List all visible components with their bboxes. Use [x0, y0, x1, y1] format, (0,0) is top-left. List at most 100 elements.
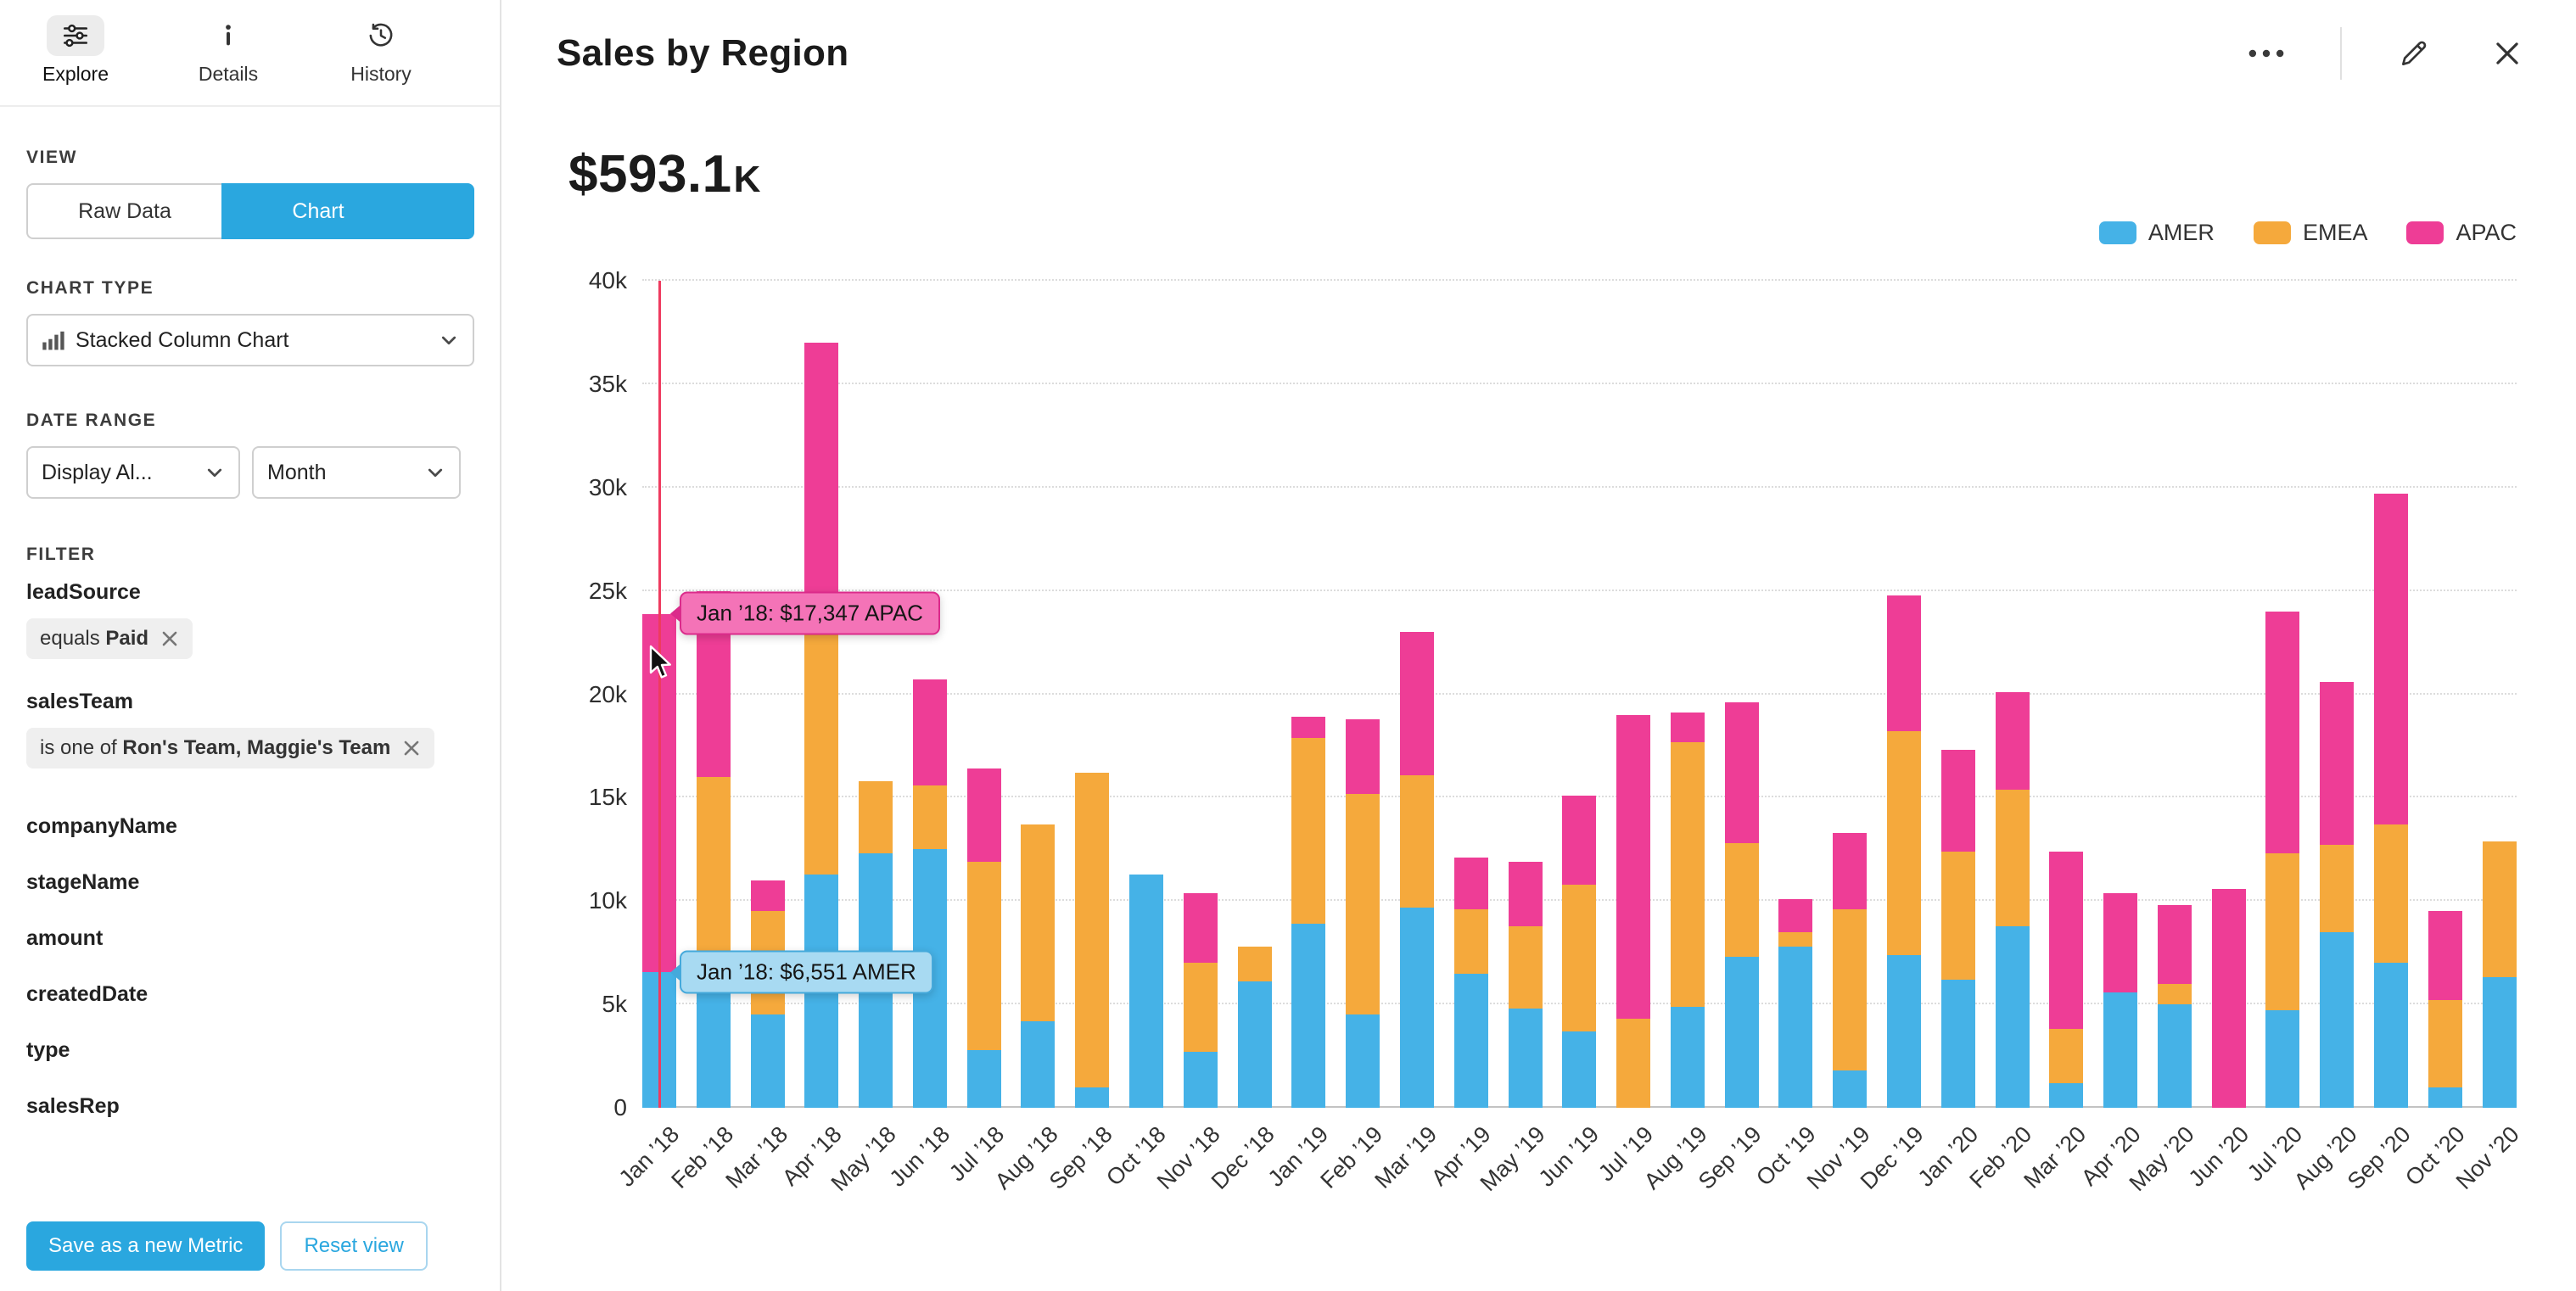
bar-segment-apac[interactable]	[1562, 795, 1597, 885]
reset-view-button[interactable]: Reset view	[280, 1221, 428, 1271]
bar-feb-20[interactable]: Feb ’20	[1965, 281, 2037, 1193]
bar-segment-emea[interactable]	[966, 861, 1001, 1050]
bar-segment-amer[interactable]	[966, 1049, 1001, 1108]
bar-segment-amer[interactable]	[2482, 977, 2517, 1108]
bar-segment-amer[interactable]	[1075, 1087, 1110, 1108]
bar-segment-emea[interactable]	[1778, 931, 1813, 947]
bar-jan-19[interactable]: Jan ’19	[1263, 281, 1334, 1192]
bar-segment-apac[interactable]	[2157, 905, 2192, 984]
bar-segment-amer[interactable]	[1940, 979, 1975, 1108]
bar-segment-apac[interactable]	[2049, 851, 2084, 1030]
bar-aug-20[interactable]: Aug ’20	[2288, 281, 2361, 1194]
bar-segment-emea[interactable]	[1886, 731, 1921, 955]
bar-segment-emea[interactable]	[2320, 845, 2355, 932]
bar-segment-apac[interactable]	[2428, 911, 2462, 1001]
bar-segment-amer[interactable]	[1399, 907, 1434, 1108]
bar-segment-emea[interactable]	[2428, 1000, 2462, 1087]
bar-segment-apac[interactable]	[1508, 861, 1543, 926]
bar-segment-amer[interactable]	[1129, 874, 1164, 1108]
bar-segment-emea[interactable]	[2265, 853, 2300, 1011]
bar-segment-emea[interactable]	[1616, 1019, 1651, 1108]
bar-segment-emea[interactable]	[1453, 909, 1488, 974]
bar-segment-amer[interactable]	[1021, 1020, 1056, 1108]
bar-segment-emea[interactable]	[1724, 843, 1759, 958]
bar-segment-apac[interactable]	[1724, 702, 1759, 843]
bar-nov-18[interactable]: Nov ’18	[1152, 281, 1225, 1194]
bar-sep-19[interactable]: Sep ’19	[1694, 281, 1767, 1194]
close-button[interactable]	[2486, 32, 2528, 75]
remove-filter-icon[interactable]	[402, 739, 421, 757]
bar-segment-emea[interactable]	[2374, 824, 2408, 964]
bar-segment-apac[interactable]	[2320, 681, 2355, 846]
bar-segment-apac[interactable]	[1616, 714, 1651, 1020]
bar-may-20[interactable]: May ’20	[2125, 281, 2199, 1196]
bar-segment-amer[interactable]	[1183, 1052, 1218, 1108]
bar-segment-amer[interactable]	[1724, 957, 1759, 1108]
chart-button[interactable]: Chart	[221, 183, 474, 239]
bar-segment-amer[interactable]	[2157, 1004, 2192, 1108]
bar-segment-amer[interactable]	[1995, 925, 2030, 1108]
bar-sep-20[interactable]: Sep ’20	[2343, 281, 2416, 1194]
bar-segment-apac[interactable]	[912, 679, 947, 785]
bar-segment-apac[interactable]	[1453, 858, 1488, 909]
bar-segment-emea[interactable]	[1075, 773, 1110, 1087]
bar-mar-20[interactable]: Mar ’20	[2019, 281, 2092, 1193]
bar-segment-emea[interactable]	[859, 780, 893, 854]
bar-segment-amer[interactable]	[1291, 924, 1326, 1108]
bar-segment-emea[interactable]	[1508, 925, 1543, 1009]
date-display-dropdown[interactable]: Display Al...	[26, 446, 240, 499]
bar-segment-apac[interactable]	[1778, 898, 1813, 932]
bar-jul-19[interactable]: Jul ’19	[1593, 281, 1658, 1186]
bar-segment-amer[interactable]	[1346, 1014, 1380, 1108]
bar-segment-apac[interactable]	[1833, 832, 1868, 909]
field-salesrep[interactable]: salesRep	[26, 1094, 120, 1118]
filter-chip-salesteam[interactable]: is one of Ron's Team, Maggie's Team	[26, 728, 435, 768]
tab-explore[interactable]: Explore	[29, 15, 122, 86]
bar-segment-apac[interactable]	[2265, 612, 2300, 854]
bar-jun-20[interactable]: Jun ’20	[2183, 281, 2254, 1192]
bar-jul-20[interactable]: Jul ’20	[2243, 281, 2308, 1186]
bar-segment-emea[interactable]	[1346, 793, 1380, 1015]
legend-item-apac[interactable]: APAC	[2406, 220, 2517, 246]
bar-segment-amer[interactable]	[1453, 973, 1488, 1108]
remove-filter-icon[interactable]	[160, 629, 179, 648]
date-granularity-dropdown[interactable]: Month	[252, 446, 461, 499]
bar-segment-apac[interactable]	[1346, 718, 1380, 794]
more-options-button[interactable]	[2243, 42, 2289, 64]
bar-segment-emea[interactable]	[1183, 963, 1218, 1053]
bar-apr-20[interactable]: Apr ’20	[2076, 281, 2145, 1191]
bar-oct-18[interactable]: Oct ’18	[1102, 281, 1171, 1191]
bar-segment-emea[interactable]	[1833, 909, 1868, 1071]
bar-feb-19[interactable]: Feb ’19	[1315, 281, 1387, 1193]
bar-segment-amer[interactable]	[1886, 954, 1921, 1108]
bar-segment-emea[interactable]	[1021, 824, 1056, 1021]
bar-segment-amer[interactable]	[2103, 992, 2138, 1108]
field-amount[interactable]: amount	[26, 926, 104, 950]
bar-segment-apac[interactable]	[2374, 494, 2408, 825]
bar-segment-emea[interactable]	[1562, 884, 1597, 1031]
bar-segment-apac[interactable]	[1399, 632, 1434, 775]
bar-sep-18[interactable]: Sep ’18	[1044, 281, 1117, 1194]
raw-data-button[interactable]: Raw Data	[26, 183, 221, 239]
bar-segment-emea[interactable]	[2157, 983, 2192, 1005]
bar-segment-amer[interactable]	[1833, 1070, 1868, 1108]
bar-jan-20[interactable]: Jan ’20	[1912, 281, 1983, 1192]
save-metric-button[interactable]: Save as a new Metric	[26, 1221, 266, 1271]
bar-jun-19[interactable]: Jun ’19	[1534, 281, 1604, 1192]
tab-history[interactable]: History	[334, 15, 428, 86]
bar-segment-emea[interactable]	[1670, 741, 1705, 1007]
bar-jul-18[interactable]: Jul ’18	[944, 281, 1009, 1186]
bar-nov-19[interactable]: Nov ’19	[1801, 281, 1874, 1194]
field-type[interactable]: type	[26, 1038, 70, 1062]
bar-segment-apac[interactable]	[1670, 713, 1705, 742]
bar-segment-apac[interactable]	[1940, 750, 1975, 852]
chart-type-dropdown[interactable]: Stacked Column Chart	[26, 314, 474, 366]
legend-item-emea[interactable]: EMEA	[2253, 220, 2367, 246]
bar-segment-emea[interactable]	[2482, 841, 2517, 978]
bar-segment-emea[interactable]	[912, 785, 947, 850]
filter-field-leadsource[interactable]: leadSource	[26, 580, 141, 604]
edit-button[interactable]	[2393, 32, 2435, 75]
bar-segment-amer[interactable]	[2374, 963, 2408, 1108]
bar-segment-amer[interactable]	[2320, 931, 2355, 1108]
bar-segment-apac[interactable]	[804, 343, 839, 601]
